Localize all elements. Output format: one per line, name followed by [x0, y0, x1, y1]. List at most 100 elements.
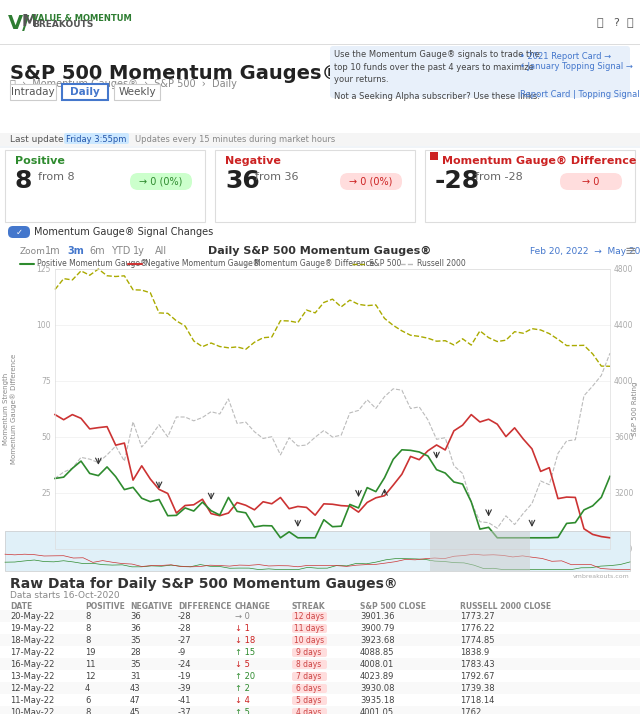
Text: S&P 500 Momentum Gauges®: S&P 500 Momentum Gauges® [10, 64, 341, 83]
Text: POSITIVE: POSITIVE [85, 602, 125, 611]
Text: DIFFERENCE: DIFFERENCE [178, 602, 232, 611]
Text: ≡: ≡ [624, 244, 636, 258]
Text: 3600: 3600 [614, 433, 634, 441]
Bar [0, 574, 640, 714]
Text: 36: 36 [130, 612, 141, 621]
Text: 11: 11 [85, 660, 95, 669]
Bar [0, 0, 640, 44]
Text: vmbreakouts.com: vmbreakouts.com [573, 574, 630, 579]
Text: ↓ 1: ↓ 1 [235, 624, 250, 633]
Text: 3923.68: 3923.68 [360, 636, 395, 645]
Text: ↑ 2: ↑ 2 [235, 684, 250, 693]
Text: Updates every 15 minutes during market hours: Updates every 15 minutes during market h… [135, 135, 335, 144]
Bar [5, 531, 630, 571]
Text: 27-Feb: 27-Feb [88, 557, 114, 566]
Text: Positive: Positive [15, 156, 65, 166]
Text: 28: 28 [130, 648, 141, 657]
Text: -28: -28 [178, 612, 191, 621]
Text: → 0: → 0 [582, 177, 600, 187]
Text: 8: 8 [85, 612, 90, 621]
Bar [0, 646, 640, 658]
Text: 19: 19 [85, 648, 95, 657]
Text: 1m: 1m [45, 246, 61, 256]
Text: VALUE & MOMENTUM: VALUE & MOMENTUM [32, 14, 132, 23]
Text: 6 days: 6 days [296, 684, 322, 693]
Text: 05-May: 05-May [550, 557, 578, 566]
Text: -24: -24 [178, 660, 191, 669]
Text: ✓: ✓ [15, 228, 22, 236]
Text: from 8: from 8 [38, 172, 75, 182]
FancyBboxPatch shape [292, 684, 327, 693]
Text: 8: 8 [85, 624, 90, 633]
Text: 7 days: 7 days [296, 672, 322, 681]
Text: 8 days: 8 days [296, 660, 322, 669]
Text: ↑ 15: ↑ 15 [235, 648, 255, 657]
Bar [5, 150, 205, 222]
Text: 12: 12 [85, 672, 95, 681]
Text: 4008.01: 4008.01 [360, 660, 394, 669]
Bar [430, 531, 530, 571]
Text: Momentum Strength
Momentum Gauge® Difference: Momentum Strength Momentum Gauge® Differ… [3, 354, 17, 464]
Text: 🏠  ›  Momentum Gauges®  ›  S&P 500  ›  Daily: 🏠 › Momentum Gauges® › S&P 500 › Daily [10, 79, 237, 89]
Bar [0, 44, 640, 45]
Bar [0, 622, 640, 634]
Bar [5, 531, 630, 571]
Text: 3930.08: 3930.08 [360, 684, 394, 693]
Bar [0, 682, 640, 694]
Bar [62, 84, 108, 100]
Text: 🔔: 🔔 [596, 18, 604, 28]
Text: -28: -28 [178, 624, 191, 633]
Text: 8: 8 [85, 708, 90, 714]
Text: Raw Data for Daily S&P 500 Momentum Gauges®: Raw Data for Daily S&P 500 Momentum Gaug… [10, 577, 397, 591]
Bar [0, 224, 640, 574]
Text: Negative: Negative [225, 156, 281, 166]
Text: 31: 31 [130, 672, 141, 681]
Text: Positive Momentum Gauge®: Positive Momentum Gauge® [37, 259, 147, 268]
Text: 35: 35 [130, 660, 141, 669]
Text: 3935.18: 3935.18 [360, 696, 394, 705]
Text: → 0 (0%): → 0 (0%) [349, 177, 393, 187]
Text: 1739.38: 1739.38 [460, 684, 495, 693]
Text: 13-May-22: 13-May-22 [10, 672, 54, 681]
Text: S&P 500 Rating: S&P 500 Rating [632, 382, 638, 436]
Text: 8: 8 [15, 169, 33, 193]
Text: 125: 125 [36, 264, 51, 273]
Text: 36: 36 [225, 169, 260, 193]
Text: ↑ 5: ↑ 5 [235, 708, 250, 714]
Text: ?: ? [613, 18, 619, 28]
Text: 15-Mar: 15-Mar [180, 557, 207, 566]
Text: → 0: → 0 [235, 612, 250, 621]
Text: -41: -41 [178, 696, 191, 705]
Text: → 0 (0%): → 0 (0%) [140, 177, 182, 187]
Text: 1838.9: 1838.9 [460, 648, 489, 657]
Text: 3901.36: 3901.36 [360, 612, 394, 621]
Text: 27-Mar: 27-Mar [273, 557, 300, 566]
Text: ↓ 18: ↓ 18 [235, 636, 255, 645]
Text: 25: 25 [42, 488, 51, 498]
Text: 47: 47 [130, 696, 141, 705]
Text: 3200: 3200 [614, 488, 634, 498]
Text: 6m: 6m [89, 246, 104, 256]
Text: DATE: DATE [10, 602, 32, 611]
Text: NEGATIVE: NEGATIVE [130, 602, 173, 611]
Text: 4400: 4400 [614, 321, 634, 329]
Text: -39: -39 [178, 684, 191, 693]
FancyBboxPatch shape [292, 672, 327, 681]
Text: Momentum Gauge® Difference: Momentum Gauge® Difference [442, 156, 636, 166]
Bar [10, 84, 56, 100]
FancyBboxPatch shape [292, 612, 327, 621]
Text: 11 days: 11 days [294, 624, 324, 633]
Text: 4001.05: 4001.05 [360, 708, 394, 714]
Text: 17-May-22: 17-May-22 [10, 648, 54, 657]
FancyBboxPatch shape [130, 173, 192, 190]
Bar [0, 658, 640, 670]
Text: Feb 20, 2022  →  May 20, 2022: Feb 20, 2022 → May 20, 2022 [530, 246, 640, 256]
Text: 9 days: 9 days [296, 648, 322, 657]
Text: 45: 45 [130, 708, 141, 714]
Bar [0, 670, 640, 682]
Text: ↓ 4: ↓ 4 [235, 696, 250, 705]
FancyBboxPatch shape [292, 648, 327, 657]
Text: Intraday: Intraday [11, 87, 55, 97]
FancyBboxPatch shape [292, 708, 327, 714]
Text: 0: 0 [46, 545, 51, 553]
